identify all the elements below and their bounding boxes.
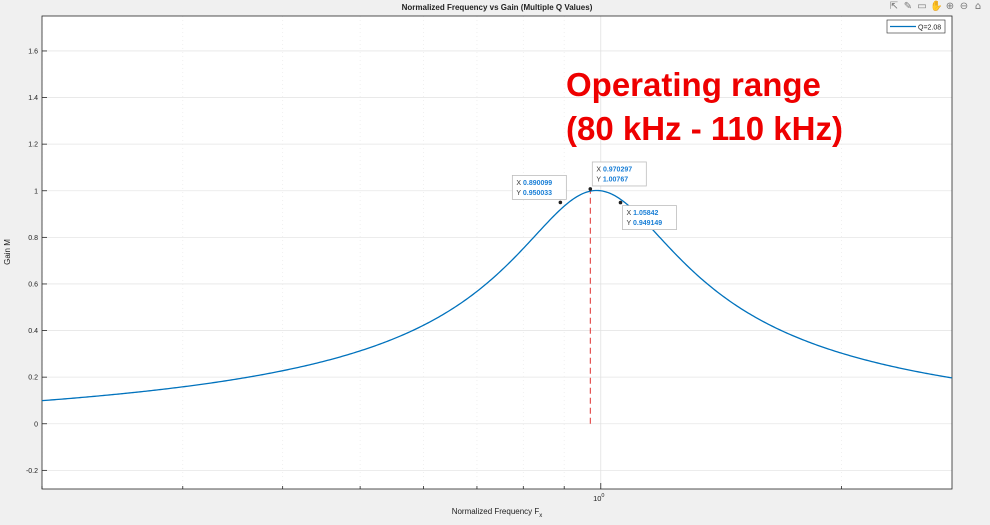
y-tick-label: 1.4 [28,95,38,102]
annotation-line-1: Operating range [566,66,821,103]
datatip-y: Y 0.950033 [516,190,552,197]
y-tick-label: 0.2 [28,375,38,382]
zoom-in-icon[interactable]: ⊕ [945,1,955,12]
datatip-x: X 0.890099 [516,180,552,187]
datatip-marker [558,200,563,205]
y-axis: -0.2 0 0.2 0.4 0.6 0.8 1 1.2 1.4 1.6 [26,48,47,475]
x-tick-label: 100 [593,493,604,503]
y-tick-label: 1.6 [28,48,38,55]
plot-area[interactable] [42,16,952,489]
datatip-marker [588,187,593,191]
y-axis-label: Gain M [3,239,12,265]
axes-box [41,15,953,490]
home-icon[interactable]: ⌂ [974,1,982,12]
series-line-q2-08 [41,189,953,402]
annotation-line-2: (80 kHz - 110 kHz) [566,110,843,147]
brush-icon[interactable]: ✎ [903,1,913,12]
y-tick-label: 0 [34,421,38,428]
axes-toolbar: ⇱ ✎ ▭ ✋ ⊕ ⊖ ⌂ [888,0,984,14]
datatip[interactable]: X 0.890099 Y 0.950033 [511,174,567,205]
datatip-box [511,174,567,200]
export-icon[interactable]: ⇱ [889,1,899,12]
y-tick-label: 1.2 [28,142,38,149]
grid-lines [41,16,952,489]
y-tick-label: -0.2 [26,468,38,475]
datatip[interactable]: X 1.05842 Y 0.949149 [618,200,677,231]
datatip-y: Y 1.00767 [596,176,628,183]
y-tick-label: 1 [34,188,38,195]
pan-icon[interactable]: ✋ [930,1,943,12]
zoom-out-icon[interactable]: ⊖ [959,1,969,12]
datatip-marker [618,200,623,205]
legend[interactable]: Q=2.08 [886,19,946,34]
x-axis-label-main: Normalized Frequency F [452,507,540,516]
y-tick-label: 0.8 [28,235,38,242]
chart-title: Normalized Frequency vs Gain (Multiple Q… [402,3,593,12]
datatip-x: X 1.05842 [626,210,658,217]
datatip[interactable]: X 0.970297 Y 1.00767 [588,161,647,191]
datatip-box [591,161,647,187]
y-tick-label: 0.6 [28,281,38,288]
x-axis-label: Normalized Frequency Fx [452,507,543,519]
annotation: Operating range (80 kHz - 110 kHz) [566,66,843,147]
y-tick-label: 0.4 [28,328,38,335]
legend-label: Q=2.08 [918,25,941,32]
datatip-y: Y 0.949149 [626,220,662,227]
datatip-x: X 0.970297 [596,166,632,173]
x-axis-label-sub: x [539,513,542,519]
datatip-box [622,205,677,231]
datatip-icon[interactable]: ▭ [917,1,927,12]
